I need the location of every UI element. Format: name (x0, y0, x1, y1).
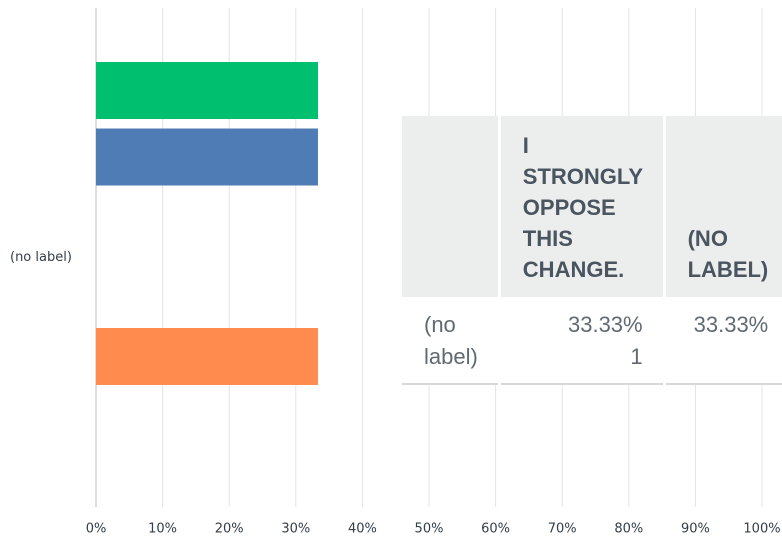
column-header: (NO LABEL) (665, 116, 782, 297)
cell: 33.33% (665, 297, 782, 385)
x-tick-label: 80% (614, 522, 643, 537)
bar (96, 62, 318, 119)
x-tick-label: 60% (481, 522, 510, 537)
column-header: I STRONGLY OPPOSE THIS CHANGE. (500, 116, 663, 297)
bar (96, 128, 318, 186)
x-tick-label: 100% (743, 522, 780, 537)
x-tick-label: 70% (548, 522, 577, 537)
x-tick-label: 50% (415, 522, 444, 537)
x-tick-label: 90% (681, 522, 710, 537)
x-tick-label: 30% (281, 522, 310, 537)
results-table: I STRONGLY OPPOSE THIS CHANGE. (NO LABEL… (399, 116, 782, 385)
bar (96, 328, 318, 385)
x-tick-label: 10% (148, 522, 177, 537)
row-label: (no label) (402, 297, 498, 385)
y-tick-label: (no label) (10, 250, 72, 265)
count: 1 (630, 344, 643, 369)
x-tick-label: 20% (215, 522, 244, 537)
header-corner (402, 116, 498, 297)
x-tick-label: 40% (348, 522, 377, 537)
percent: 33.33% (567, 312, 643, 337)
cell: 33.33% 1 (500, 297, 663, 385)
data-row: (no label) 33.33% 1 33.33% (402, 297, 782, 385)
x-tick-label: 0% (86, 522, 107, 537)
header-row: I STRONGLY OPPOSE THIS CHANGE. (NO LABEL… (402, 116, 782, 297)
percent: 33.33% (693, 312, 769, 337)
